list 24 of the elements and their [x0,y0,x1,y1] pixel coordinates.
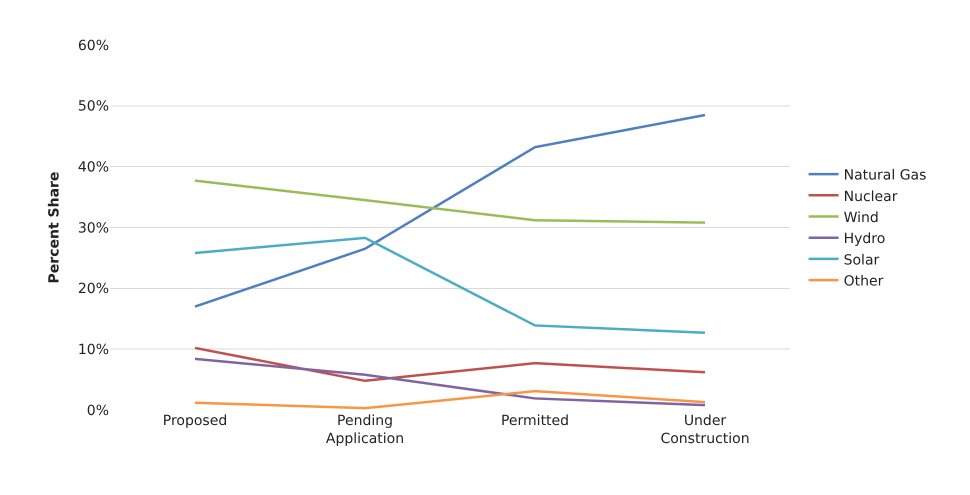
x-tick-label: Under Construction [660,413,750,448]
x-tick-label: Permitted [500,413,570,429]
legend-label: Solar [844,252,880,268]
line-series [194,179,706,224]
y-tick-label: 10% [78,342,109,358]
x-tick-label: Proposed [162,413,228,429]
line-series [194,346,706,382]
line-series [194,390,706,410]
y-tick-label: 40% [78,160,109,176]
x-tick-label: Pending Application [326,413,404,448]
y-tick-label: 20% [78,281,109,298]
legend-label: Hydro [844,231,886,248]
y-tick-label: 0% [86,402,109,419]
line-series [194,114,706,308]
y-tick-label: 30% [78,220,109,236]
legend-label: Nuclear [844,188,898,205]
legend-label: Wind [844,210,879,226]
line-series [194,358,706,406]
legend-label: Other [844,274,884,290]
legend-label: Natural Gas [844,168,926,184]
line-series [194,236,706,334]
y-axis-title: Percent Share [46,172,62,284]
y-tick-label: 60% [78,38,109,54]
y-tick-label: 50% [78,98,109,115]
